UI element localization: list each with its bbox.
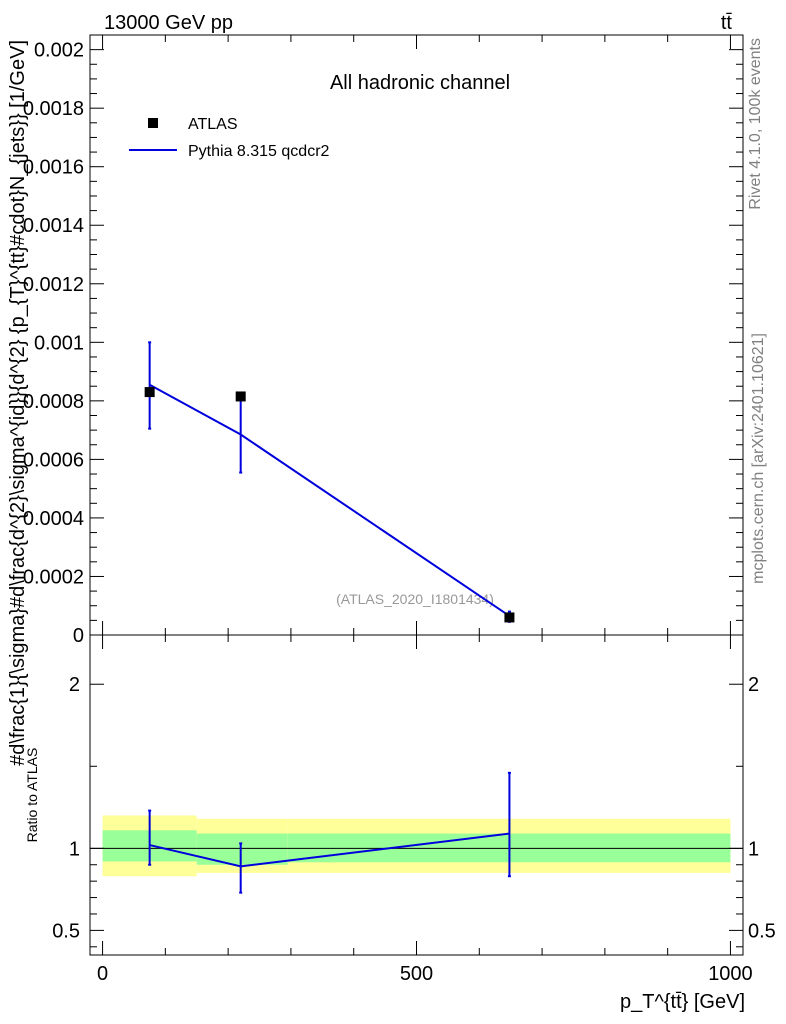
main-y-tick-label: 0.0016: [23, 157, 84, 179]
main-axis-ticks: [90, 35, 743, 636]
main-y-tick-label: 0.0002: [23, 566, 84, 588]
ratio-y-tick-label-right: 0.5: [748, 920, 776, 942]
main-y-tick-label: 0.0006: [23, 449, 84, 471]
ratio-y-tick-label-right: 2: [748, 674, 759, 696]
ratio-y-tick-labels: 0.5 0.5 1 1 2 2: [52, 674, 776, 942]
energy-label: 13000 GeV pp: [104, 12, 233, 34]
main-y-axis-label: #d\frac{1}{\sigma}#d\frac{d^{2}\sigma^{i…: [7, 40, 29, 766]
main-y-tick-label: 0.0004: [23, 508, 84, 530]
ratio-y-tick-label: 2: [69, 674, 80, 696]
x-tick-label: 1000: [708, 963, 753, 985]
rivet-label: Rivet 4.1.0, 100k events: [747, 38, 764, 210]
legend-atlas-marker: [148, 118, 158, 128]
ratio-data-layer: [148, 771, 511, 894]
ratio-line: [149, 832, 510, 868]
main-y-tick-label: 0.0008: [23, 391, 84, 413]
mcplots-label: mcplots.cern.ch [arXiv:2401.10621]: [750, 333, 767, 584]
x-axis-label: p_T^{tt̄} [GeV]: [620, 991, 745, 1013]
atlas-data-point: [504, 612, 515, 623]
legend-atlas-label: ATLAS: [188, 116, 238, 133]
main-title: All hadronic channel: [330, 72, 510, 94]
main-y-tick-label: 0.001: [34, 332, 84, 354]
legend-pythia-label: Pythia 8.315 qcdcr2: [188, 143, 330, 160]
ratio-y-axis-label: Ratio to ATLAS: [24, 748, 40, 843]
analysis-label: (ATLAS_2020_I1801434): [336, 591, 494, 607]
ratio-y-tick-label: 1: [69, 838, 80, 860]
main-y-tick-label: 0.0012: [23, 274, 84, 296]
ratio-frame: [89, 634, 744, 956]
process-label: tt̄: [721, 12, 733, 34]
main-y-tick-label: 0: [73, 625, 84, 647]
atlas-data-point: [235, 391, 246, 402]
ratio-plot-panel: 0.5 0.5 1 1 2 2 0 500 1000 Ratio to ATLAS p_T^{…: [24, 634, 776, 1013]
main-y-tick-label: 0.002: [34, 40, 84, 62]
main-y-tick-labels: 0 0.0002 0.0004 0.0006 0.0008 0.001 0.0012 0.00…: [23, 40, 84, 647]
x-tick-label: 0: [97, 963, 108, 985]
ratio-axis-ticks: [90, 635, 743, 955]
x-tick-label: 500: [400, 963, 433, 985]
main-data-layer: [144, 341, 515, 623]
ratio-x-tick-labels: 0 500 1000: [97, 963, 753, 985]
legend: ATLAS Pythia 8.315 qcdcr2: [129, 116, 330, 160]
main-y-tick-label: 0.0014: [23, 215, 84, 237]
ratio-y-tick-label: 0.5: [52, 920, 80, 942]
main-plot-panel: 0 0.0002 0.0004 0.0006 0.0008 0.001 0.0012 0.00…: [7, 34, 744, 766]
ratio-y-tick-label-right: 1: [748, 838, 759, 860]
mc-line: [149, 383, 510, 617]
main-y-tick-label: 0.0018: [23, 98, 84, 120]
atlas-data-point: [144, 387, 155, 398]
